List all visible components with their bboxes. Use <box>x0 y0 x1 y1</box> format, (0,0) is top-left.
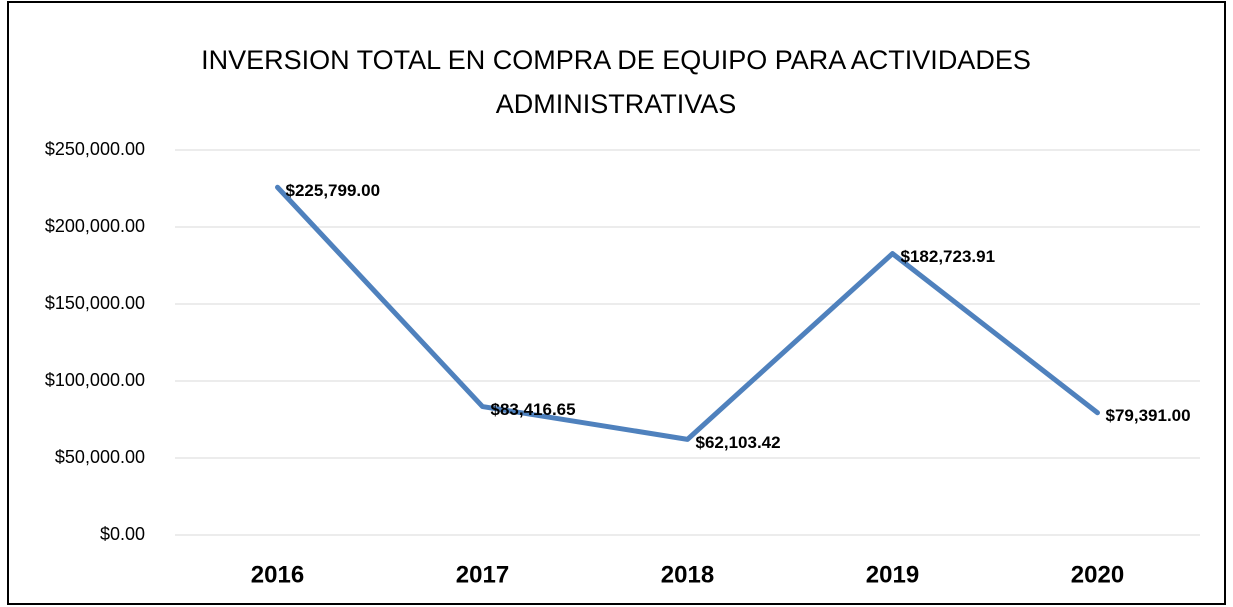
y-tick-label: $0.00 <box>100 524 145 544</box>
data-label: $83,416.65 <box>491 400 576 419</box>
x-tick-label: 2020 <box>1071 561 1124 588</box>
x-tick-label: 2019 <box>866 561 919 588</box>
chart-border <box>7 1 1226 605</box>
data-label: $225,799.00 <box>286 181 381 200</box>
data-label: $79,391.00 <box>1106 406 1191 425</box>
x-tick-label: 2016 <box>251 561 304 588</box>
y-tick-label: $250,000.00 <box>45 139 145 159</box>
data-label: $182,723.91 <box>901 247 996 266</box>
y-tick-label: $200,000.00 <box>45 216 145 236</box>
y-tick-label: $100,000.00 <box>45 370 145 390</box>
series-line <box>275 184 1100 442</box>
x-tick-label: 2017 <box>456 561 509 588</box>
y-tick-label: $150,000.00 <box>45 293 145 313</box>
x-tick-label: 2018 <box>661 561 714 588</box>
y-tick-label: $50,000.00 <box>55 447 145 467</box>
data-label: $62,103.42 <box>696 433 781 452</box>
chart-title: INVERSION TOTAL EN COMPRA DE EQUIPO PARA… <box>201 45 1031 119</box>
